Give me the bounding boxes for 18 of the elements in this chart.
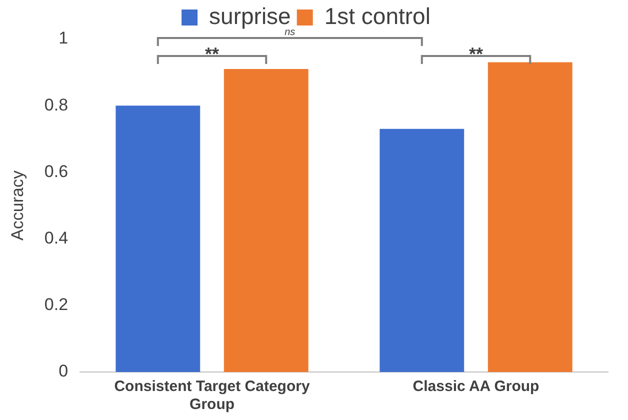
annotation: ** xyxy=(469,44,484,64)
y-tick-label: 1 xyxy=(58,28,68,48)
legend-label: 1st control xyxy=(324,2,430,29)
legend-label: surprise xyxy=(209,2,291,29)
y-tick-label: 0.4 xyxy=(44,228,68,248)
bar xyxy=(488,62,572,372)
x-tick-label: Classic AA Group xyxy=(412,378,540,396)
y-tick-label: 0 xyxy=(58,362,68,381)
y-tick-label: 0.2 xyxy=(44,295,68,314)
bar xyxy=(380,128,464,372)
x-tick-label: Consistent Target Category Group xyxy=(114,378,310,414)
bar xyxy=(116,106,200,372)
y-tick-label: 0.6 xyxy=(44,162,68,181)
y-tick-label: 0.8 xyxy=(44,95,68,114)
y-axis-title: Accuracy xyxy=(8,170,27,240)
text: ns xyxy=(284,26,296,38)
bar xyxy=(224,68,308,372)
annotation: ** xyxy=(205,44,220,64)
